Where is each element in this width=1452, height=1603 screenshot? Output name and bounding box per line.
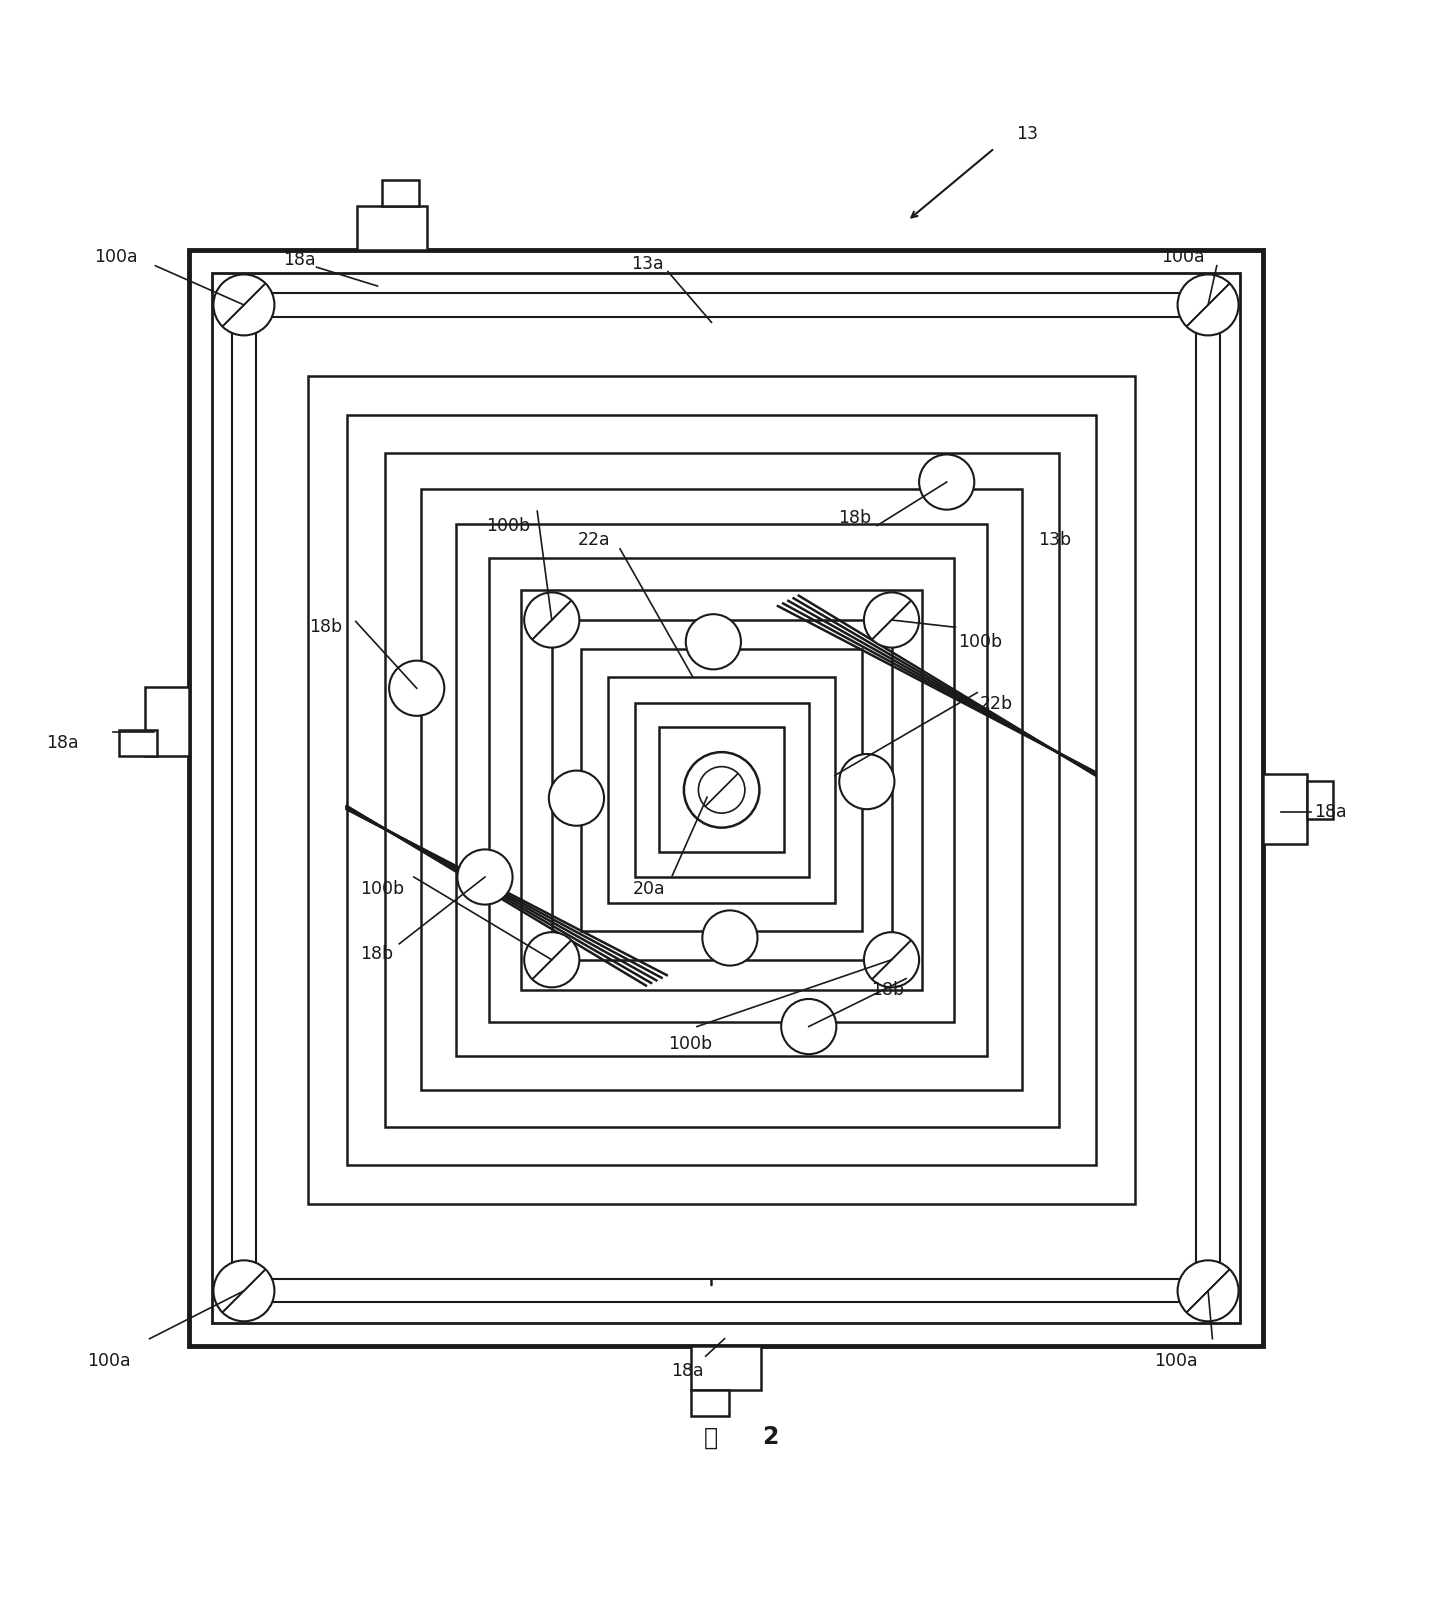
Circle shape [457, 850, 513, 904]
Bar [691, 1347, 761, 1390]
Text: 18b: 18b [360, 944, 393, 963]
Bar [212, 273, 1240, 1322]
Bar [357, 207, 427, 250]
Circle shape [685, 614, 741, 670]
Bar [119, 731, 157, 757]
Text: 2: 2 [762, 1425, 778, 1449]
Bar [189, 250, 1263, 1347]
Bar [489, 558, 954, 1023]
Circle shape [213, 274, 274, 335]
Text: 13b: 13b [1038, 531, 1072, 550]
Text: 100a: 100a [1162, 248, 1205, 266]
Bar [232, 293, 1220, 1303]
Bar [521, 590, 922, 991]
Bar [347, 415, 1096, 1164]
Circle shape [864, 593, 919, 648]
Circle shape [684, 752, 759, 827]
Text: 13: 13 [1016, 125, 1038, 143]
Circle shape [1178, 274, 1239, 335]
Text: 22a: 22a [578, 531, 610, 550]
Bar [659, 728, 784, 853]
Text: 18b: 18b [871, 981, 905, 999]
Bar [635, 702, 809, 877]
Circle shape [703, 911, 758, 965]
Text: 22b: 22b [980, 696, 1013, 713]
Circle shape [864, 933, 919, 987]
Bar [382, 180, 420, 207]
Bar [608, 676, 835, 902]
Text: 100a: 100a [94, 248, 138, 266]
Circle shape [1178, 1260, 1239, 1321]
Text: 18a: 18a [46, 734, 78, 752]
Bar [691, 1390, 729, 1415]
Text: 20a: 20a [633, 880, 665, 898]
Text: 100a: 100a [87, 1351, 131, 1369]
Bar [308, 377, 1135, 1204]
Circle shape [781, 999, 836, 1055]
Circle shape [839, 753, 894, 810]
Circle shape [524, 933, 579, 987]
Text: 18a: 18a [283, 252, 315, 269]
Text: 图: 图 [704, 1425, 719, 1449]
Bar [1263, 774, 1307, 843]
Circle shape [389, 660, 444, 717]
Bar [1307, 781, 1333, 819]
Text: 100b: 100b [360, 880, 404, 898]
Circle shape [919, 455, 974, 510]
Bar [552, 620, 892, 960]
Text: 100b: 100b [958, 633, 1002, 651]
Circle shape [698, 766, 745, 813]
Text: 100b: 100b [668, 1036, 711, 1053]
Text: 100a: 100a [1154, 1351, 1198, 1369]
Bar [456, 524, 987, 1056]
Text: 18b: 18b [309, 619, 343, 636]
Text: 13a: 13a [632, 255, 664, 273]
Text: 18b: 18b [838, 510, 871, 527]
Circle shape [524, 593, 579, 648]
Circle shape [549, 771, 604, 826]
Circle shape [213, 1260, 274, 1321]
Text: 100b: 100b [486, 516, 530, 535]
Text: 18a: 18a [1314, 803, 1346, 821]
Bar [145, 686, 189, 757]
Bar [385, 454, 1059, 1127]
Bar [256, 316, 1196, 1279]
Bar [581, 649, 862, 931]
Text: 18a: 18a [671, 1361, 703, 1380]
Bar [421, 489, 1022, 1090]
